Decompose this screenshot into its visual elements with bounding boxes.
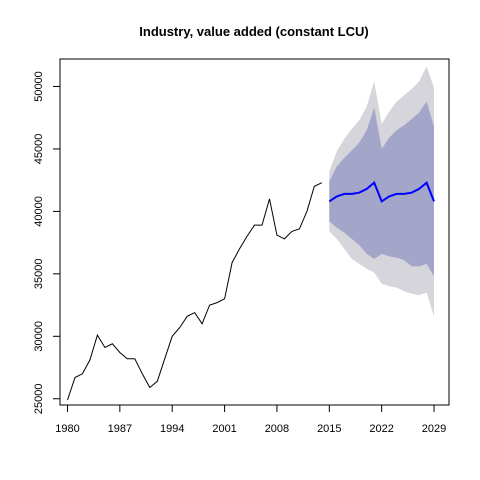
prediction-band-80 bbox=[329, 101, 434, 277]
forecast-line bbox=[328, 181, 435, 203]
x-tick-label: 1980 bbox=[55, 423, 79, 435]
x-axis: 1980 1987 1994 2001 2008 2015 2022 2029 bbox=[55, 404, 446, 435]
band-80-area bbox=[329, 101, 434, 277]
data-lines bbox=[67, 181, 435, 401]
x-tick-label: 1994 bbox=[160, 423, 184, 435]
x-tick-label: 2029 bbox=[422, 423, 446, 435]
y-tick-label: 40000 bbox=[33, 196, 45, 227]
y-tick-label: 45000 bbox=[33, 134, 45, 165]
history-line bbox=[67, 182, 323, 401]
y-tick-label: 35000 bbox=[33, 259, 45, 290]
x-tick-label: 2022 bbox=[369, 423, 393, 435]
y-tick-label: 25000 bbox=[33, 384, 45, 415]
y-axis: 25000 30000 35000 40000 45000 50000 bbox=[33, 71, 61, 415]
x-tick-label: 1987 bbox=[108, 423, 132, 435]
x-tick-label: 2001 bbox=[212, 423, 236, 435]
y-tick-label: 50000 bbox=[33, 71, 45, 102]
chart-title: Industry, value added (constant LCU) bbox=[139, 24, 368, 39]
y-tick-label: 30000 bbox=[33, 321, 45, 352]
x-tick-label: 2008 bbox=[265, 423, 289, 435]
x-tick-label: 2015 bbox=[317, 423, 341, 435]
